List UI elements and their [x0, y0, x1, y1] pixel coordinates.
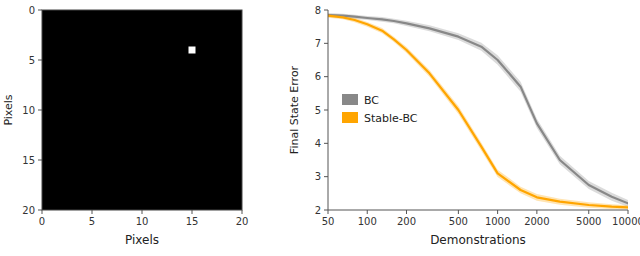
x-tick-label: 10000 — [612, 216, 640, 227]
y-tick-label: 5 — [315, 105, 321, 116]
x-tick — [92, 210, 93, 214]
x-tick — [242, 210, 243, 214]
x-axis: 50 100 200 500 1000 2000 5000 10000 — [322, 210, 640, 227]
band — [328, 13, 628, 207]
x-tick-label: 0 — [39, 216, 45, 227]
y-tick — [38, 60, 42, 61]
y-tick — [324, 176, 328, 177]
line — [328, 15, 628, 203]
y-tick-label: 2 — [315, 205, 321, 216]
panel-0: 0 5 10 15 20 0 5 10 15 20 Pixels Pixels — [2, 5, 248, 248]
y-tick-label: 5 — [29, 55, 35, 66]
x-tick — [42, 210, 43, 214]
y-tick-label: 8 — [315, 5, 321, 16]
x-tick-label: 10 — [136, 216, 149, 227]
x-tick — [458, 210, 459, 214]
x-axis-label: Pixels — [125, 233, 159, 247]
x-tick-label: 5000 — [576, 216, 601, 227]
x-tick-label: 500 — [449, 216, 468, 227]
legend-swatch — [342, 112, 358, 123]
legend-label: Stable-BC — [364, 112, 418, 125]
y-tick-label: 10 — [22, 105, 35, 116]
y-axis-label: Pixels — [2, 94, 15, 125]
y-axis: 2 3 4 5 6 7 8 — [315, 5, 328, 216]
panel-1: 50 100 200 500 1000 2000 5000 10000 2 3 4 5 6 7 8 Demon… — [288, 5, 640, 248]
x-tick — [536, 210, 537, 214]
marks — [328, 13, 628, 209]
plot-background — [328, 10, 628, 210]
plot-frame — [42, 10, 242, 210]
y-tick — [38, 210, 42, 211]
y-tick-label: 3 — [315, 171, 321, 182]
x-axis-label: Demonstrations — [430, 233, 526, 247]
x-tick — [497, 210, 498, 214]
y-axis-line — [328, 10, 329, 210]
x-tick-label: 2000 — [524, 216, 549, 227]
y-tick-label: 7 — [315, 38, 321, 49]
y-tick — [324, 76, 328, 77]
y-tick — [38, 10, 42, 11]
x-axis-line — [328, 210, 628, 211]
y-tick — [324, 110, 328, 111]
legend-background — [336, 86, 428, 134]
x-tick — [328, 210, 329, 214]
x-tick — [367, 210, 368, 214]
x-tick — [192, 210, 193, 214]
y-axis-label: Final State Error — [288, 65, 301, 154]
x-tick-label: 200 — [397, 216, 416, 227]
x-tick — [406, 210, 407, 214]
x-tick-label: 100 — [358, 216, 377, 227]
x-tick — [628, 210, 629, 214]
y-tick — [324, 143, 328, 144]
y-tick-label: 15 — [22, 155, 35, 166]
x-axis: 0 5 10 15 20 — [39, 210, 249, 227]
y-tick — [324, 210, 328, 211]
legend: BC Stable-BC — [336, 86, 428, 134]
legend-swatch — [342, 94, 358, 105]
y-tick — [324, 10, 328, 11]
y-tick — [38, 110, 42, 111]
legend-label: BC — [364, 94, 379, 107]
point — [189, 47, 196, 54]
line — [328, 16, 628, 208]
y-tick-label: 6 — [315, 71, 321, 82]
x-tick-label: 15 — [186, 216, 199, 227]
x-tick-label: 1000 — [485, 216, 510, 227]
x-tick — [588, 210, 589, 214]
x-tick-label: 50 — [322, 216, 335, 227]
y-tick-label: 0 — [29, 5, 35, 16]
plot-background — [42, 10, 242, 210]
x-tick — [142, 210, 143, 214]
band — [328, 14, 628, 210]
figure: 0510152005101520PixelsPixels501002005001… — [0, 0, 640, 256]
y-tick — [38, 160, 42, 161]
marks — [189, 47, 196, 54]
y-tick — [324, 43, 328, 44]
y-tick-label: 4 — [315, 138, 321, 149]
y-tick-label: 20 — [22, 205, 35, 216]
x-tick-label: 5 — [89, 216, 95, 227]
x-tick-label: 20 — [236, 216, 249, 227]
y-axis: 0 5 10 15 20 — [22, 5, 42, 216]
